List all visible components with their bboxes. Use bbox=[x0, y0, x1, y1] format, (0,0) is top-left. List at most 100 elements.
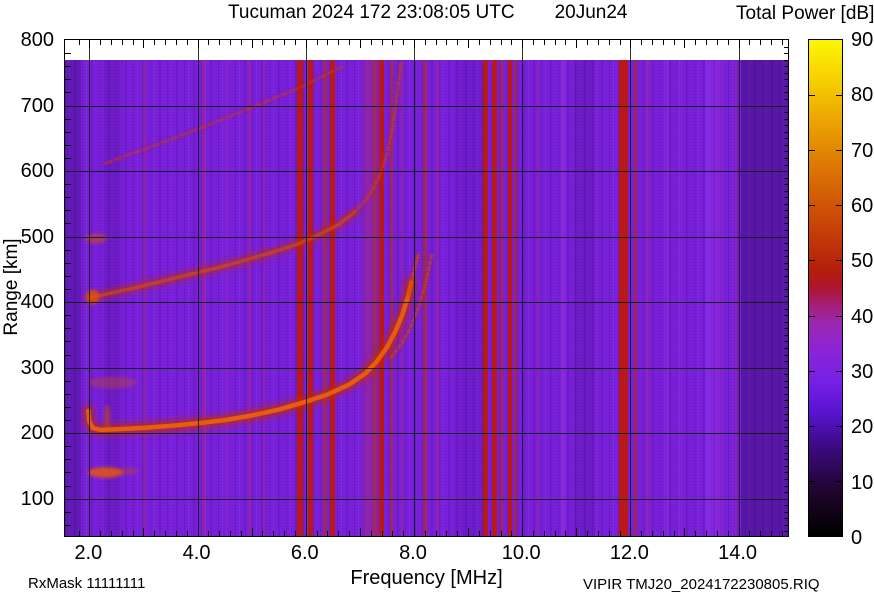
x-minor-tick-top bbox=[684, 40, 686, 48]
colorbar-tick-label: 50 bbox=[851, 250, 874, 273]
x-minor-tick-top bbox=[543, 40, 545, 45]
x-minor-tick-top bbox=[370, 40, 372, 45]
colorbar-tick-label: 80 bbox=[851, 84, 874, 107]
x-minor-tick-top bbox=[78, 40, 80, 45]
x-minor-tick-top bbox=[110, 40, 112, 45]
colorbar-tick-label: 70 bbox=[851, 139, 874, 162]
y-tick-label: 700 bbox=[20, 94, 54, 117]
x-minor-tick-top bbox=[781, 40, 783, 45]
ionogram-data-region bbox=[65, 60, 788, 536]
x-minor-tick-top bbox=[554, 40, 556, 45]
colorbar-tick-right bbox=[836, 315, 842, 317]
y-tick-label: 200 bbox=[20, 422, 54, 445]
x-minor-tick-top bbox=[435, 40, 437, 45]
x-minor-tick-top bbox=[662, 40, 664, 45]
colorbar-tick-label: 10 bbox=[851, 471, 874, 494]
x-minor-tick-top bbox=[132, 40, 134, 45]
y-minor-tick-right bbox=[784, 53, 788, 55]
colorbar bbox=[808, 39, 843, 537]
x-minor-tick-top bbox=[316, 40, 318, 45]
x-tick-label: 8.0 bbox=[399, 542, 427, 564]
x-tick-label: 10.0 bbox=[501, 542, 541, 564]
y-tick-label: 500 bbox=[20, 225, 54, 248]
x-minor-tick-top bbox=[154, 40, 156, 45]
plot-area bbox=[64, 39, 789, 537]
x-minor-tick-top bbox=[608, 40, 610, 45]
x-minor-tick-top bbox=[294, 40, 296, 45]
x-tick-label: 12.0 bbox=[609, 542, 649, 564]
x-minor-tick-top bbox=[251, 40, 253, 48]
x-minor-tick-top bbox=[641, 40, 643, 45]
x-minor-tick-top bbox=[522, 40, 524, 48]
colorbar-tick-right bbox=[836, 370, 842, 372]
x-tick-label: 2.0 bbox=[74, 542, 103, 564]
title-row: Tucuman 2024 172 23:08:05 UTC 20Jun24 bbox=[228, 2, 628, 24]
x-minor-tick-top bbox=[230, 40, 232, 45]
y-minor-tick-right bbox=[784, 46, 788, 48]
x-minor-tick-top bbox=[359, 40, 361, 48]
x-minor-tick-top bbox=[706, 40, 708, 45]
x-minor-tick-top bbox=[175, 40, 177, 45]
x-minor-tick-top bbox=[771, 40, 773, 45]
x-minor-tick-top bbox=[121, 40, 123, 45]
x-minor-tick-top bbox=[727, 40, 729, 45]
x-minor-tick-top bbox=[413, 40, 415, 48]
colorbar-tick-left bbox=[809, 205, 815, 207]
y-minor-tick-left bbox=[65, 53, 71, 55]
colorbar-tick-label: 0 bbox=[851, 527, 863, 549]
x-minor-tick-top bbox=[305, 40, 307, 48]
x-minor-tick-top bbox=[197, 40, 199, 48]
x-tick-label: 14.0 bbox=[718, 542, 758, 564]
colorbar-tick-right bbox=[836, 95, 842, 97]
colorbar-tick-left bbox=[809, 95, 815, 97]
x-minor-tick-top bbox=[489, 40, 491, 45]
x-minor-tick-top bbox=[240, 40, 242, 45]
x-tick-label: 6.0 bbox=[290, 542, 319, 564]
y-tick-label: 400 bbox=[20, 291, 54, 314]
x-minor-tick-top bbox=[565, 40, 567, 45]
y-axis-label: Range [km] bbox=[1, 238, 22, 336]
x-minor-tick-top bbox=[738, 40, 740, 48]
x-minor-tick-top bbox=[349, 40, 351, 45]
x-minor-tick-top bbox=[89, 40, 91, 48]
colorbar-tick-label: 60 bbox=[851, 195, 874, 217]
y-tick-label: 300 bbox=[20, 356, 54, 379]
x-minor-tick-top bbox=[457, 40, 459, 45]
y-tick-label: 100 bbox=[20, 487, 54, 510]
colorbar-tick-left bbox=[809, 480, 815, 482]
x-minor-tick-top bbox=[424, 40, 426, 45]
x-axis-label: Frequency [MHz] bbox=[350, 567, 503, 589]
plot-date: 20Jun24 bbox=[554, 2, 628, 23]
colorbar-tick-label: 20 bbox=[851, 416, 874, 439]
x-minor-tick-top bbox=[143, 40, 145, 48]
colorbar-tick-left bbox=[809, 150, 815, 152]
plot-title: Tucuman 2024 172 23:08:05 UTC bbox=[228, 2, 515, 23]
y-tick-label: 800 bbox=[20, 29, 54, 51]
colorbar-tick-left bbox=[809, 425, 815, 427]
x-minor-tick-top bbox=[478, 40, 480, 45]
colorbar-tick-right bbox=[836, 480, 842, 482]
x-minor-tick-top bbox=[327, 40, 329, 45]
x-minor-tick-top bbox=[587, 40, 589, 45]
colorbar-tick-right bbox=[836, 260, 842, 262]
y-tick-label: 600 bbox=[20, 160, 54, 183]
colorbar-tick-right bbox=[836, 150, 842, 152]
x-minor-tick-top bbox=[619, 40, 621, 45]
x-minor-tick-top bbox=[511, 40, 513, 45]
data-file-label: VIPIR TMJ20_2024172230805.RIQ bbox=[583, 576, 820, 593]
x-minor-tick-top bbox=[695, 40, 697, 45]
x-minor-tick-top bbox=[338, 40, 340, 45]
colorbar-title: Total Power [dB] bbox=[736, 3, 874, 24]
x-minor-tick-top bbox=[500, 40, 502, 45]
x-minor-tick-top bbox=[284, 40, 286, 45]
x-minor-tick-top bbox=[576, 40, 578, 48]
x-tick-label: 4.0 bbox=[182, 542, 211, 564]
colorbar-tick-label: 90 bbox=[851, 29, 874, 51]
x-minor-tick-top bbox=[716, 40, 718, 45]
x-minor-tick-top bbox=[652, 40, 654, 45]
colorbar-tick-left bbox=[809, 370, 815, 372]
x-minor-tick-top bbox=[403, 40, 405, 45]
x-minor-tick-top bbox=[446, 40, 448, 45]
colorbar-tick-label: 40 bbox=[851, 305, 874, 328]
